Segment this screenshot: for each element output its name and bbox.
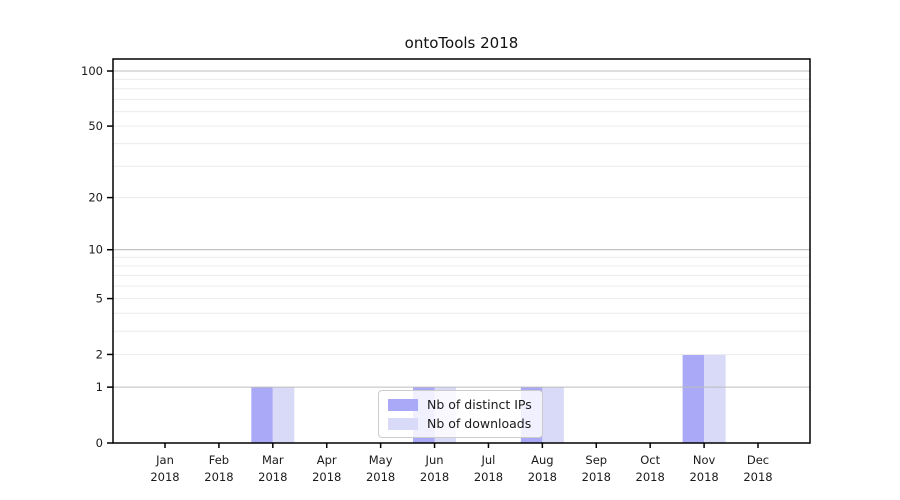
y-tick-label: 2 — [96, 347, 103, 361]
legend-swatch-downloads — [388, 417, 418, 430]
x-tick-label: Sep 2018 — [582, 453, 611, 484]
chart-title: ontoTools 2018 — [404, 34, 519, 52]
bar-downloads-mar — [272, 387, 295, 443]
bar-downloads-aug — [542, 387, 564, 443]
legend-label-downloads: Nb of downloads — [427, 416, 532, 431]
legend-row-downloads: Nb of downloads — [388, 416, 542, 431]
y-tick-label: 20 — [88, 191, 103, 205]
x-tick-label: Aug 2018 — [528, 453, 557, 484]
x-tick-label: Jan 2018 — [150, 453, 179, 484]
bar-distinct-ips-nov — [682, 354, 705, 443]
bar-distinct-ips-mar — [251, 387, 273, 443]
x-tick-label: Feb 2018 — [204, 453, 233, 484]
legend-swatch-distinct-ips — [388, 398, 418, 411]
x-tick-label: Dec 2018 — [743, 453, 772, 484]
x-tick-label: May 2018 — [366, 453, 395, 484]
y-tick-label: 10 — [88, 243, 103, 257]
legend-label-distinct-ips: Nb of distinct IPs — [427, 397, 532, 412]
x-tick-label: Oct 2018 — [636, 453, 665, 484]
y-tick-label: 100 — [81, 64, 103, 78]
bar-downloads-nov — [704, 354, 726, 443]
x-tick-label: Jul 2018 — [474, 453, 503, 484]
x-tick-label: Mar 2018 — [258, 453, 287, 484]
x-tick-label: Jun 2018 — [420, 453, 449, 484]
y-tick-label: 1 — [96, 380, 103, 394]
plot-frame — [112, 58, 811, 444]
legend: Nb of distinct IPs Nb of downloads — [378, 390, 543, 438]
y-tick-label: 5 — [96, 292, 103, 306]
y-tick-label: 50 — [88, 119, 103, 133]
y-tick-label: 0 — [96, 436, 103, 450]
x-tick-label: Nov 2018 — [689, 453, 718, 484]
x-tick-label: Apr 2018 — [312, 453, 341, 484]
legend-row-distinct-ips: Nb of distinct IPs — [388, 397, 542, 412]
